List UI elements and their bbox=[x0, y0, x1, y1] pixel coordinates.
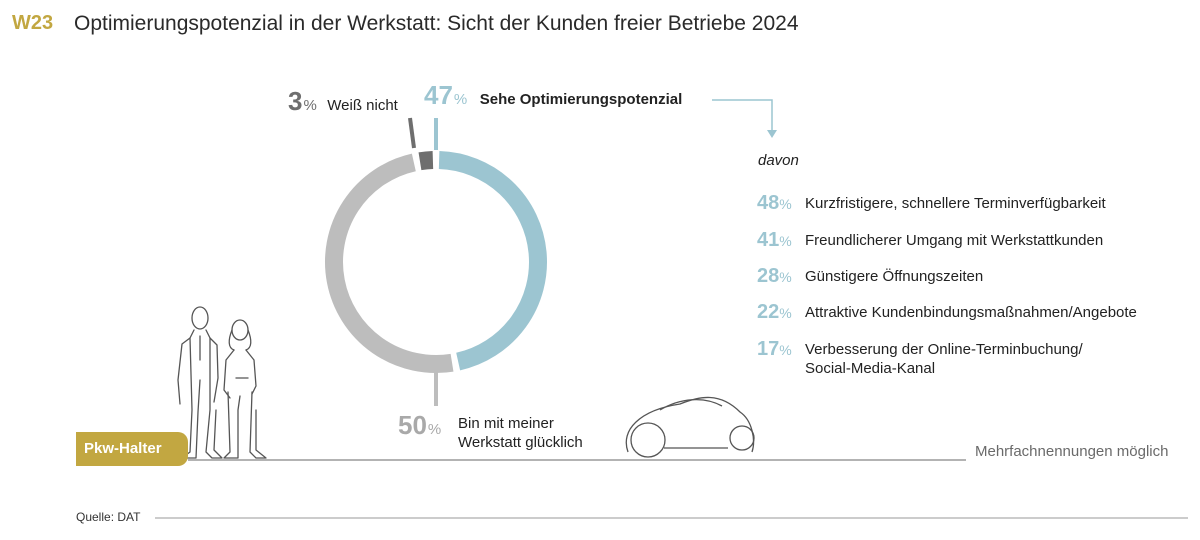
reason-value: 17% bbox=[757, 338, 792, 360]
source-note: Quelle: DAT bbox=[76, 510, 141, 524]
blue-pct-sign: % bbox=[453, 91, 468, 108]
reason-label: Kurzfristigere, schnellere Terminverfügb… bbox=[805, 195, 1106, 212]
callout-arrowhead bbox=[767, 130, 777, 138]
reason-label: Freundlicherer Umgang mit Werkstattkunde… bbox=[805, 232, 1104, 249]
dark-pct-value: 3 bbox=[288, 86, 303, 116]
reason-label: Verbesserung der Online-Terminbuchung/So… bbox=[805, 341, 1083, 377]
blue-pct-value: 47 bbox=[424, 80, 453, 110]
reason-label: Günstigere Öffnungszeiten bbox=[805, 268, 984, 285]
reason-item: 48% Kurzfristigere, schnellere Terminverf… bbox=[757, 192, 1106, 215]
car-illustration bbox=[625, 396, 755, 458]
reason-value: 41% bbox=[757, 229, 792, 251]
reason-label: Attraktive Kundenbindungsmaßnahmen/Angeb… bbox=[805, 304, 1137, 321]
blue-callout: 47% Sehe Optimierungspotenzial bbox=[424, 80, 682, 111]
dark-leader bbox=[408, 117, 416, 149]
dark-label: Weiß nicht bbox=[327, 97, 398, 114]
grey-pct-value: 50 bbox=[398, 410, 427, 440]
dark-callout: 3% Weiß nicht bbox=[288, 86, 398, 117]
davon-label: davon bbox=[758, 152, 799, 169]
grey-label-line1: Bin mit meiner bbox=[458, 415, 554, 432]
reason-item: 41% Freundlicherer Umgang mit Werkstattku… bbox=[757, 229, 1103, 252]
chart-code: W23 bbox=[12, 12, 54, 34]
donut-slice-gluecklich bbox=[325, 153, 454, 373]
people-illustration bbox=[177, 306, 267, 459]
reason-value: 48% bbox=[757, 192, 792, 214]
grey-callout: 50% bbox=[398, 410, 441, 441]
reason-value: 28% bbox=[757, 265, 792, 287]
reason-value: 22% bbox=[757, 301, 792, 323]
donut-chart bbox=[325, 151, 547, 373]
blue-label: Sehe Optimierungspotenzial bbox=[479, 91, 683, 108]
pkw-halter-badge: Pkw-Halter bbox=[76, 432, 188, 466]
chart-title: Optimierungspotenzial in der Werkstatt: … bbox=[74, 12, 799, 35]
multiple-answers-note: Mehrfachnennungen möglich bbox=[975, 443, 1169, 460]
reason-item: 28% Günstigere Öffnungszeiten bbox=[757, 265, 983, 288]
reason-item: 22% Attraktive Kundenbindungsmaßnahmen/An… bbox=[757, 301, 1137, 324]
donut-slice-weiss-nicht bbox=[418, 151, 434, 171]
grey-label: Bin mit meiner Werkstatt glücklich bbox=[458, 414, 583, 452]
reason-item: 17% Verbesserung der Online-Terminbuchung… bbox=[757, 338, 1083, 378]
donut-slice-optimierungspotenzial bbox=[438, 151, 547, 371]
dark-pct-sign: % bbox=[303, 97, 317, 114]
grey-pct-sign: % bbox=[427, 421, 442, 438]
callout-arrow bbox=[712, 99, 773, 132]
grey-label-line2: Werkstatt glücklich bbox=[458, 434, 583, 451]
